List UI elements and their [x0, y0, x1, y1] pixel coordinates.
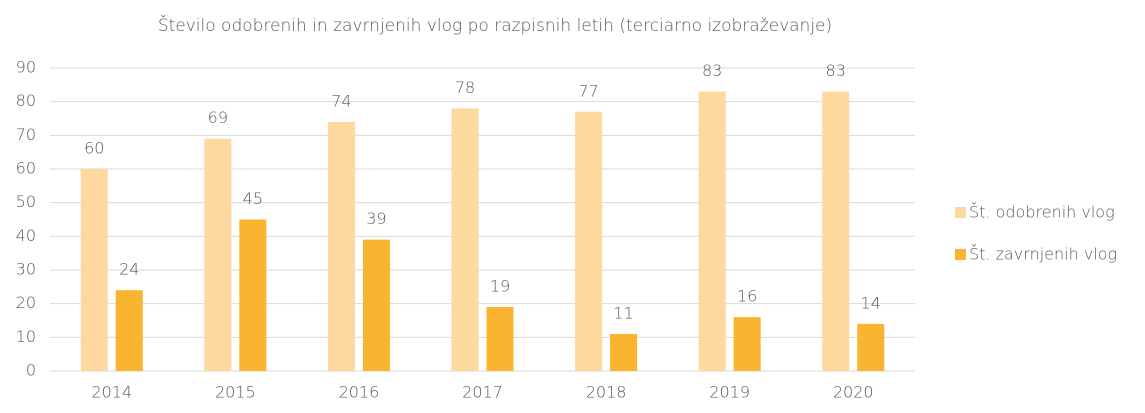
bar [698, 91, 726, 372]
data-label: 19 [490, 277, 510, 296]
y-tick-label: 70 [16, 125, 36, 144]
data-label: 24 [119, 260, 139, 279]
x-tick-label: 2019 [709, 383, 750, 402]
x-tick-label: 2018 [586, 383, 627, 402]
chart-title: Število odobrenih in zavrnjenih vlog po … [158, 14, 832, 36]
bar [733, 317, 761, 371]
y-tick-label: 30 [16, 260, 36, 279]
bar [610, 333, 638, 371]
y-tick-label: 0 [26, 361, 36, 380]
x-tick-label: 2020 [833, 383, 874, 402]
y-tick-label: 80 [16, 91, 36, 110]
bar [822, 91, 850, 372]
bar [239, 219, 267, 371]
x-tick-label: 2016 [339, 383, 380, 402]
legend-swatch [955, 249, 966, 260]
data-label: 83 [826, 61, 846, 80]
data-label: 11 [613, 303, 633, 322]
bar [80, 169, 108, 371]
data-label: 39 [366, 209, 386, 228]
data-label: 74 [331, 91, 351, 110]
bar [575, 111, 603, 372]
data-label: 69 [208, 108, 228, 127]
y-tick-label: 60 [16, 159, 36, 178]
x-tick-label: 2014 [91, 383, 132, 402]
legend-label: Št. odobrenih vlog [969, 203, 1115, 222]
bar [204, 138, 232, 371]
bar [451, 108, 479, 372]
data-label: 45 [243, 189, 263, 208]
bar [857, 323, 885, 371]
data-label: 77 [578, 81, 598, 100]
bar [362, 239, 390, 371]
y-tick-label: 10 [16, 327, 36, 346]
data-label: 83 [702, 61, 722, 80]
bar [115, 290, 143, 371]
data-label: 78 [455, 78, 475, 97]
y-tick-label: 40 [16, 226, 36, 245]
x-tick-label: 2015 [215, 383, 256, 402]
legend-swatch [955, 207, 966, 218]
data-label: 16 [737, 287, 757, 306]
x-tick-label: 2017 [462, 383, 503, 402]
y-tick-label: 50 [16, 192, 36, 211]
data-label: 14 [861, 293, 881, 312]
data-label: 60 [84, 139, 104, 158]
bar [486, 307, 514, 371]
legend-label: Št. zavrnjenih vlog [969, 245, 1117, 264]
y-tick-label: 20 [16, 293, 36, 312]
y-tick-label: 90 [16, 58, 36, 77]
bar [327, 121, 355, 371]
